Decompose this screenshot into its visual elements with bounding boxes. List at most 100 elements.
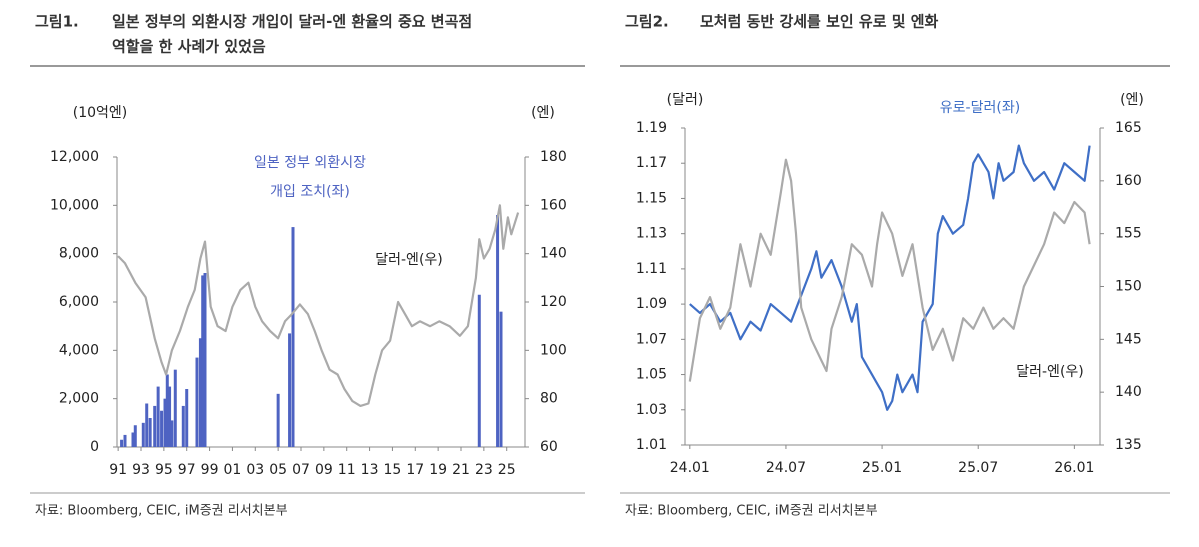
y2-tick-label: 135 xyxy=(1115,437,1142,453)
x-tick-label: 25.07 xyxy=(958,460,998,476)
x-tick-label: 24.01 xyxy=(670,460,710,476)
bar xyxy=(181,405,185,447)
y2-tick-label: 180 xyxy=(540,149,567,165)
x-tick-label: 19 xyxy=(429,462,447,478)
y-tick-label: 1.07 xyxy=(636,331,667,347)
x-tick-label: 91 xyxy=(109,462,127,478)
line xyxy=(689,144,1091,411)
x-tick-label: 99 xyxy=(201,462,219,478)
y-axis-label: (달러) xyxy=(667,92,704,108)
chart-title: 역할을 한 사례가 있었음 xyxy=(112,38,266,56)
y-tick-label: 8,000 xyxy=(59,246,99,262)
x-tick-label: 15 xyxy=(384,462,402,478)
y2-tick-label: 80 xyxy=(540,391,558,407)
y2-tick-label: 155 xyxy=(1115,226,1142,242)
y2-tick-label: 140 xyxy=(1115,384,1142,400)
bar xyxy=(153,405,157,447)
y-tick-label: 1.03 xyxy=(636,402,667,418)
y-tick-label: 2,000 xyxy=(59,391,99,407)
series-label: 개입 조치(좌) xyxy=(270,184,350,200)
y2-tick-label: 150 xyxy=(1115,279,1142,295)
y-tick-label: 4,000 xyxy=(59,342,99,358)
bar xyxy=(168,386,172,447)
x-tick-label: 09 xyxy=(315,462,333,478)
bar xyxy=(477,294,481,447)
x-tick-label: 97 xyxy=(178,462,196,478)
y-tick-label: 1.19 xyxy=(636,120,667,136)
y-tick-label: 10,000 xyxy=(50,197,99,213)
x-tick-label: 07 xyxy=(292,462,310,478)
bar xyxy=(165,374,169,447)
bar xyxy=(195,357,199,447)
bar xyxy=(496,215,500,447)
y2-tick-label: 160 xyxy=(1115,173,1142,189)
bar xyxy=(499,311,503,447)
x-tick-label: 21 xyxy=(452,462,470,478)
bar xyxy=(185,389,189,447)
x-tick-label: 11 xyxy=(338,462,356,478)
bar xyxy=(291,227,295,447)
y-tick-label: 1.11 xyxy=(636,261,667,277)
y2-tick-label: 120 xyxy=(540,294,567,310)
bar xyxy=(148,418,152,447)
line xyxy=(117,204,520,407)
source: 자료: Bloomberg, CEIC, iM증권 리서치본부 xyxy=(35,504,288,519)
x-tick-label: 95 xyxy=(155,462,173,478)
series-label: 유로-달러(좌) xyxy=(940,100,1020,116)
x-tick-label: 93 xyxy=(132,462,150,478)
line xyxy=(688,158,1091,382)
y-tick-label: 6,000 xyxy=(59,294,99,310)
y2-axis-label: (엔) xyxy=(1120,92,1144,108)
x-tick-label: 23 xyxy=(475,462,493,478)
bar xyxy=(123,434,127,447)
series-label: 달러-엔(우) xyxy=(375,252,443,268)
x-tick-label: 01 xyxy=(224,462,242,478)
x-tick-label: 05 xyxy=(269,462,287,478)
y2-tick-label: 145 xyxy=(1115,331,1142,347)
y-tick-label: 1.13 xyxy=(636,226,667,242)
bar xyxy=(203,273,207,447)
figure-label: 그림2. xyxy=(625,13,669,31)
chart-title: 모처럼 동반 강세를 보인 유로 및 엔화 xyxy=(700,13,939,31)
y-tick-label: 1.09 xyxy=(636,296,667,312)
x-tick-label: 03 xyxy=(246,462,264,478)
y-tick-label: 12,000 xyxy=(50,149,99,165)
bar xyxy=(120,439,124,447)
x-tick-label: 13 xyxy=(361,462,379,478)
x-tick-label: 25 xyxy=(498,462,516,478)
bar xyxy=(156,386,160,447)
series-label: 달러-엔(우) xyxy=(1016,364,1084,380)
bar xyxy=(170,420,174,447)
y-tick-label: 0 xyxy=(90,439,99,455)
x-tick-label: 24.07 xyxy=(766,460,806,476)
y-tick-label: 1.05 xyxy=(636,367,667,383)
y-tick-label: 1.15 xyxy=(636,190,667,206)
bar xyxy=(198,338,202,447)
bar xyxy=(173,369,177,447)
chart-title: 일본 정부의 외환시장 개입이 달러-엔 환율의 중요 변곡점 xyxy=(112,13,472,31)
y-axis-label: (10억엔) xyxy=(73,105,128,121)
y2-tick-label: 165 xyxy=(1115,120,1142,136)
bar xyxy=(160,410,164,447)
x-tick-label: 26.01 xyxy=(1054,460,1094,476)
bar xyxy=(145,403,149,447)
bar xyxy=(141,422,145,447)
y2-tick-label: 140 xyxy=(540,246,567,262)
source: 자료: Bloomberg, CEIC, iM증권 리서치본부 xyxy=(625,504,878,519)
y2-tick-label: 60 xyxy=(540,439,558,455)
bar xyxy=(131,432,135,447)
figure-label: 그림1. xyxy=(35,13,79,31)
bar xyxy=(201,275,205,447)
y2-axis-label: (엔) xyxy=(531,105,555,121)
series-label: 일본 정부 외환시장 xyxy=(254,155,366,171)
y-tick-label: 1.17 xyxy=(636,155,667,171)
bar xyxy=(288,333,292,447)
y-tick-label: 1.01 xyxy=(636,437,667,453)
y2-tick-label: 160 xyxy=(540,197,567,213)
x-tick-label: 17 xyxy=(406,462,424,478)
bar xyxy=(163,398,167,447)
bar xyxy=(133,425,137,447)
bar xyxy=(276,393,280,447)
y2-tick-label: 100 xyxy=(540,342,567,358)
